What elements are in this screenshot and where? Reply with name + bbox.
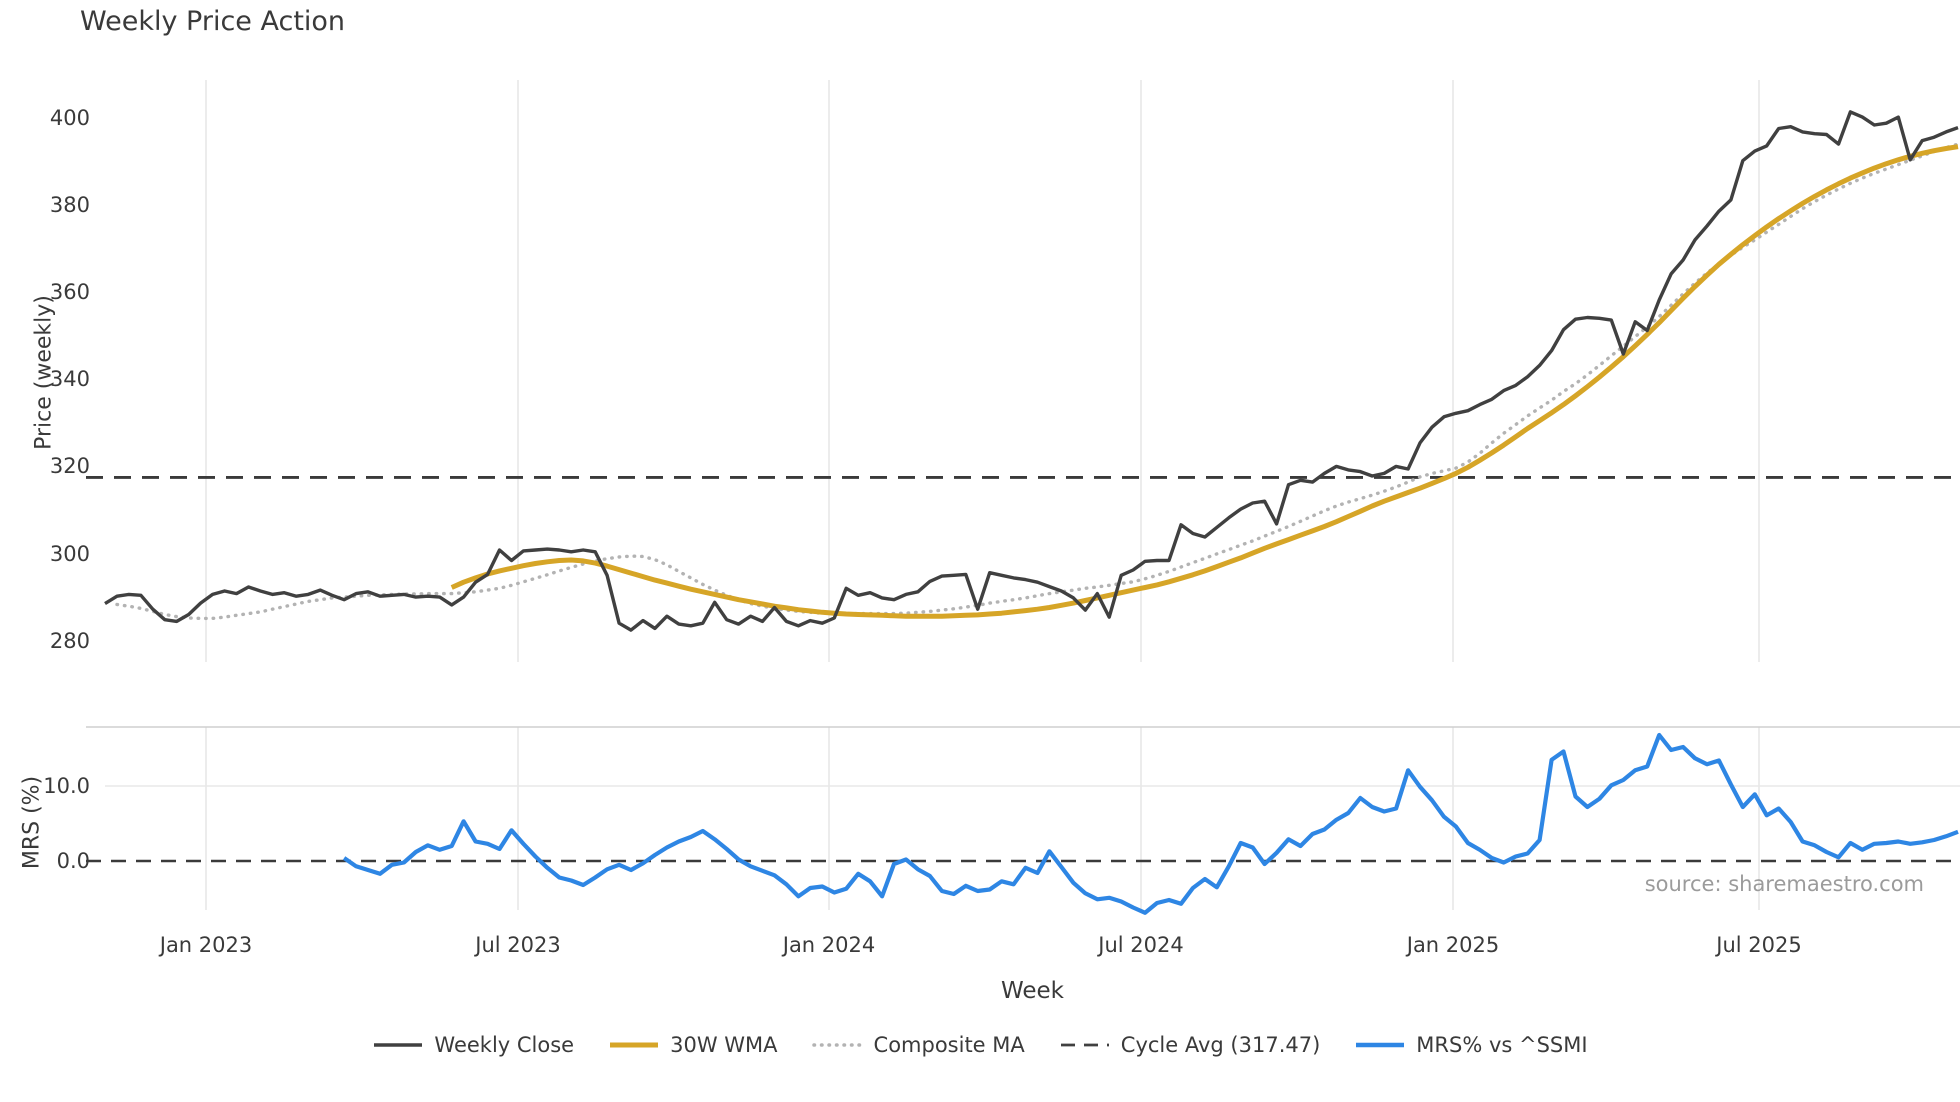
price-ytick: 320 — [49, 454, 90, 479]
composite-ma-line — [115, 142, 1960, 621]
mrs-ytick: 0.0 — [56, 849, 90, 873]
legend-swatch-dotted — [811, 1043, 864, 1047]
xtick-label: Jul 2023 — [475, 933, 561, 957]
legend-label: Composite MA — [873, 1033, 1025, 1057]
price-ytick: 300 — [49, 541, 90, 566]
x-axis-label: Week — [1000, 978, 1064, 1004]
legend-item: MRS% vs ^SSMI — [1354, 1033, 1588, 1057]
xtick-label: Jan 2025 — [1406, 933, 1500, 957]
xtick-label: Jul 2025 — [1716, 933, 1802, 957]
legend-swatch-dashed — [1060, 1043, 1109, 1047]
legend-label: MRS% vs ^SSMI — [1416, 1033, 1588, 1057]
xtick-label: Jan 2023 — [159, 933, 253, 957]
xtick-label: Jan 2024 — [782, 933, 876, 957]
legend-item: 30W WMA — [608, 1033, 778, 1057]
price-ytick: 380 — [49, 193, 90, 218]
price-ytick: 360 — [49, 280, 90, 305]
mrs-line — [342, 732, 1959, 915]
chart-title: Weekly Price Action — [80, 6, 346, 37]
legend-item: Cycle Avg (317.47) — [1059, 1033, 1321, 1057]
source-credit: source: sharemaestro.com — [1644, 872, 1924, 896]
mrs-ytick: 10.0 — [43, 774, 90, 798]
legend-item: Weekly Close — [372, 1033, 574, 1057]
legend: Weekly Close 30W WMA Composite MA Cycle Avg… — [0, 1033, 1960, 1057]
legend-item: Composite MA — [811, 1033, 1025, 1057]
xtick-label: Jul 2024 — [1098, 933, 1184, 957]
legend-swatch-solid — [374, 1043, 423, 1047]
weekly-close-line — [104, 110, 1959, 632]
price-ytick: 280 — [49, 628, 90, 653]
price-ytick: 400 — [49, 106, 90, 130]
legend-label: 30W WMA — [670, 1033, 778, 1057]
wma30-line — [450, 144, 1959, 619]
legend-label: Weekly Close — [434, 1033, 575, 1057]
price-ytick: 340 — [49, 367, 90, 392]
legend-swatch-solid — [1356, 1042, 1405, 1048]
legend-label: Cycle Avg (317.47) — [1120, 1033, 1321, 1057]
legend-swatch-solid — [610, 1042, 659, 1048]
